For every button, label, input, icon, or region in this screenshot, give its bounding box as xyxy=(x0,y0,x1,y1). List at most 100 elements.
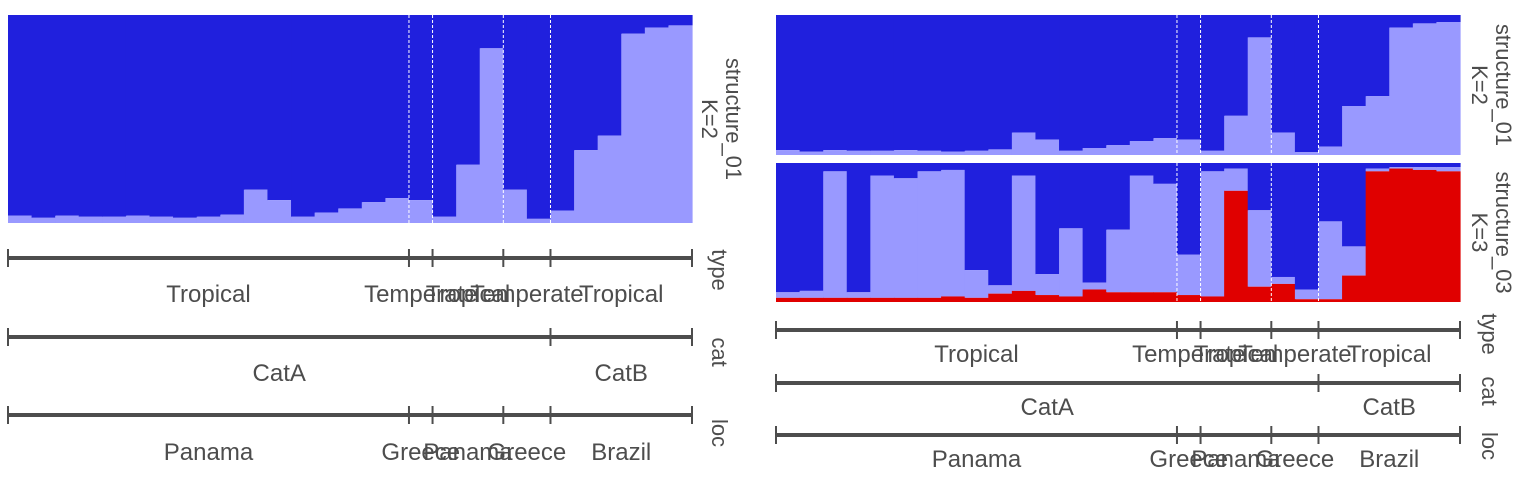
bar-ind-17-k1 xyxy=(1153,15,1178,139)
bar-ind-1-k1 xyxy=(8,15,33,216)
bar-ind-10-k1 xyxy=(220,15,245,215)
bar-ind-29-k3 xyxy=(1436,171,1461,302)
bar-ind-1-k3 xyxy=(776,297,801,302)
bar-ind-13-k1 xyxy=(291,15,316,217)
bar-ind-15-k1 xyxy=(1106,163,1131,230)
bar-ind-14-k2 xyxy=(1082,148,1107,155)
panel-1: structure_01K=2 xyxy=(8,15,746,224)
bar-ind-20-k1 xyxy=(1224,163,1249,169)
track-label-cat: CatA xyxy=(253,360,306,387)
track-label-type: Temperate xyxy=(1238,341,1351,368)
bar-ind-18-k1 xyxy=(1176,163,1202,255)
bar-ind-26-k1 xyxy=(597,15,622,136)
bar-ind-14-k1 xyxy=(1082,15,1107,148)
bar-ind-27-k1 xyxy=(1389,163,1414,168)
track-label-loc: Brazil xyxy=(1359,446,1419,473)
bar-ind-16-k3 xyxy=(1129,292,1154,302)
bar-ind-21-k1 xyxy=(479,15,504,49)
bar-ind-3-k3 xyxy=(823,297,848,302)
bar-ind-22-k1 xyxy=(503,15,528,190)
bar-ind-25-k2 xyxy=(1342,106,1367,155)
bar-ind-18-k2 xyxy=(1176,254,1202,296)
track-label-loc: Greece xyxy=(1256,446,1335,473)
bar-ind-23-k1 xyxy=(526,15,552,219)
bar-ind-13-k1 xyxy=(1059,15,1084,151)
bar-ind-6-k2 xyxy=(893,178,919,298)
bar-ind-21-k2 xyxy=(1247,37,1272,155)
bar-ind-2-k3 xyxy=(799,297,824,302)
strip-k: K=2 xyxy=(1467,65,1492,105)
bar-ind-7-k2 xyxy=(917,150,942,155)
bar-ind-28-k2 xyxy=(1412,167,1438,170)
bar-ind-16-k1 xyxy=(361,15,386,203)
bar-ind-11-k1 xyxy=(1011,15,1037,133)
bar-ind-16-k2 xyxy=(1129,141,1154,155)
track-name: cat xyxy=(1477,376,1502,405)
track-strip-label: loc xyxy=(707,419,732,447)
bar-ind-14-k3 xyxy=(1082,289,1107,302)
bar-ind-2-k1 xyxy=(31,15,56,218)
bar-ind-19-k2 xyxy=(1200,171,1225,297)
bar-ind-11-k2 xyxy=(243,189,269,223)
strip-method: structure_01 xyxy=(1491,24,1516,146)
bar-ind-3-k1 xyxy=(823,163,848,172)
bar-ind-3-k2 xyxy=(823,171,848,298)
bar-ind-18-k1 xyxy=(408,15,434,201)
bar-ind-2-k2 xyxy=(799,290,824,298)
bar-ind-28-k1 xyxy=(1412,163,1438,168)
bar-ind-4-k1 xyxy=(846,15,871,151)
bar-ind-1-k2 xyxy=(776,292,801,298)
track-label-loc: Greece xyxy=(488,439,567,466)
bar-ind-1-k1 xyxy=(776,15,801,151)
bar-ind-27-k1 xyxy=(621,15,646,34)
bar-ind-1-k1 xyxy=(776,163,801,293)
bar-ind-22-k2 xyxy=(503,189,528,223)
bar-ind-8-k2 xyxy=(941,169,966,297)
bar-ind-27-k2 xyxy=(621,33,646,223)
bar-ind-13-k3 xyxy=(1059,296,1084,302)
panel-strip-label: structure_01K=2 xyxy=(697,58,746,180)
bar-ind-16-k1 xyxy=(1129,15,1154,141)
track-cat: CatA CatB cat xyxy=(775,374,1502,421)
track-label-type: Tropical xyxy=(426,281,510,308)
bar-ind-22-k2 xyxy=(1271,132,1296,155)
track-label-type: Tropical xyxy=(166,281,250,308)
bar-ind-29-k2 xyxy=(668,25,693,224)
bar-ind-3-k1 xyxy=(823,15,848,151)
bar-ind-12-k2 xyxy=(1035,274,1060,296)
bar-ind-19-k2 xyxy=(1200,150,1225,155)
bar-ind-20-k2 xyxy=(1224,115,1249,155)
bar-ind-23-k1 xyxy=(1294,163,1320,290)
bar-ind-3-k2 xyxy=(55,215,80,223)
bar-ind-26-k1 xyxy=(1365,15,1390,97)
bar-ind-5-k1 xyxy=(102,15,127,217)
bar-ind-7-k2 xyxy=(917,171,942,298)
track-label-cat: CatA xyxy=(1021,394,1074,421)
strip-k: K=3 xyxy=(1467,213,1492,253)
track-cat: CatA CatB cat xyxy=(7,328,732,387)
bar-ind-10-k2 xyxy=(988,285,1013,294)
bar-ind-27-k3 xyxy=(1389,168,1414,302)
bar-ind-18-k1 xyxy=(1176,15,1202,140)
bar-ind-3-k2 xyxy=(823,150,848,155)
bar-ind-22-k1 xyxy=(1271,15,1296,133)
bar-ind-26-k2 xyxy=(1365,168,1390,172)
bar-ind-12-k2 xyxy=(267,200,292,223)
bar-ind-16-k1 xyxy=(1129,163,1154,176)
bar-ind-28-k2 xyxy=(644,27,670,224)
track-label-cat: CatB xyxy=(595,360,648,387)
bar-ind-20-k1 xyxy=(1224,15,1249,116)
bar-ind-22-k3 xyxy=(1271,283,1296,302)
bar-ind-4-k1 xyxy=(78,15,103,217)
bar-ind-9-k2 xyxy=(964,270,989,298)
bar-ind-8-k1 xyxy=(941,15,966,152)
bar-ind-13-k2 xyxy=(1059,150,1084,155)
track-label-loc: Panama xyxy=(1191,446,1281,473)
bar-ind-17-k1 xyxy=(385,15,410,199)
bar-ind-4-k2 xyxy=(846,150,871,155)
bar-ind-12-k3 xyxy=(1035,295,1060,302)
bar-ind-23-k2 xyxy=(1294,289,1320,300)
bar-ind-17-k2 xyxy=(1153,183,1178,293)
bar-ind-24-k2 xyxy=(1318,221,1343,300)
